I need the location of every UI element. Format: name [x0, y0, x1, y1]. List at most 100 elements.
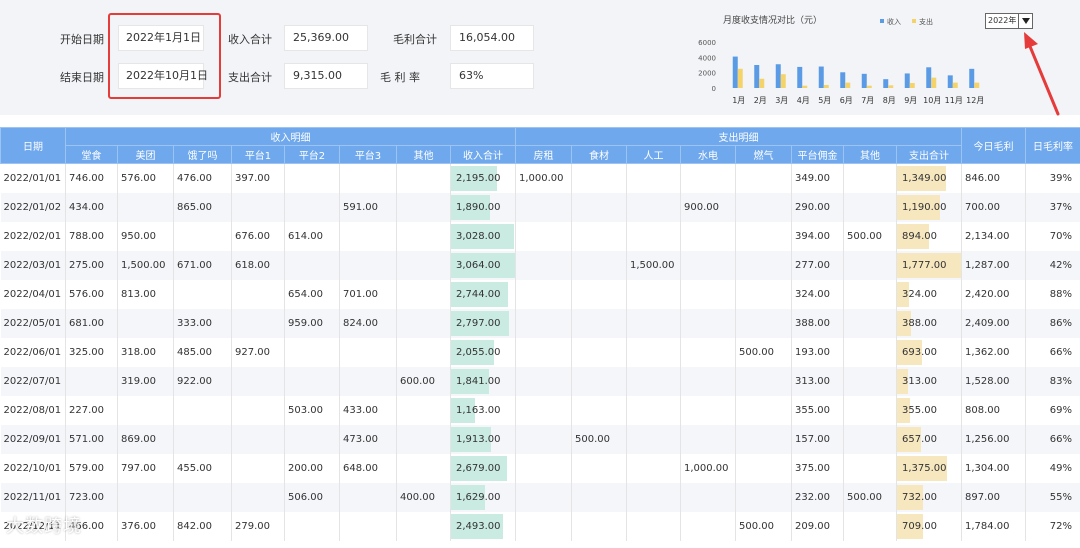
cell-today-rate: 72%	[1025, 511, 1080, 541]
cell-expense-3: 900.00	[680, 192, 736, 222]
cell-income-2: 671.00	[173, 250, 232, 280]
cell-income-2	[173, 395, 232, 425]
table-row[interactable]: 2022/05/01 681.00 333.00 959.00 824.00 2,797.…	[0, 308, 1080, 338]
col-header-today-profit[interactable]: 今日毛利	[961, 127, 1026, 164]
table-row[interactable]: 2022/09/01 571.00 869.00 473.00 1,913.00 500.…	[0, 424, 1080, 454]
cell-expense-1: 500.00	[571, 424, 627, 454]
cell-income-5	[339, 163, 397, 193]
table-row[interactable]: 2022/02/01 788.00 950.00 676.00 614.00 3,028.…	[0, 221, 1080, 251]
col-header-income-5[interactable]: 平台3	[339, 145, 397, 164]
income-total-text: 1,841.00	[456, 375, 501, 387]
expense-total-text: 1,375.00	[902, 462, 947, 474]
col-header-income-0[interactable]: 堂食	[65, 145, 118, 164]
cell-expense-5: 209.00	[791, 511, 844, 541]
cell-income-3: 279.00	[231, 511, 285, 541]
bar-支出-8月	[888, 85, 894, 88]
expense-total-bar	[897, 397, 910, 423]
cell-expense-5: 290.00	[791, 192, 844, 222]
cell-expense-0	[515, 221, 572, 251]
cell-income-2: 476.00	[173, 163, 232, 193]
col-header-expense-1[interactable]: 食材	[571, 145, 627, 164]
table-row[interactable]: 2022/11/01 723.00 506.00 400.00 1,629.00 232.…	[0, 482, 1080, 512]
cell-expense-total: 894.00	[896, 221, 962, 251]
cell-income-3	[231, 424, 285, 454]
col-header-expense-3[interactable]: 水电	[680, 145, 736, 164]
col-header-expense-7[interactable]: 支出合计	[896, 145, 962, 164]
expense-total-value: 9,315.00	[284, 63, 368, 89]
table-row[interactable]: 2022/07/01 319.00 922.00 600.00 1,841.00 313.…	[0, 366, 1080, 396]
table-row[interactable]: 2022/01/01 746.00 576.00 476.00 397.00 2,195.…	[0, 163, 1080, 193]
table-row[interactable]: 2022/12/11 466.00 376.00 842.00 279.00 2,493.…	[0, 511, 1080, 541]
cell-expense-3	[680, 337, 736, 367]
cell-expense-total: 313.00	[896, 366, 962, 396]
cell-expense-0	[515, 337, 572, 367]
cell-date: 2022/04/01	[0, 279, 66, 309]
cell-income-5: 433.00	[339, 395, 397, 425]
cell-income-5: 648.00	[339, 453, 397, 483]
cell-income-6	[396, 424, 451, 454]
cell-today-profit: 808.00	[961, 395, 1026, 425]
table-row[interactable]: 2022/10/01 579.00 797.00 455.00 200.00 648.00…	[0, 453, 1080, 483]
cell-income-0: 723.00	[65, 482, 118, 512]
cell-income-6	[396, 337, 451, 367]
table-row[interactable]: 2022/04/01 576.00 813.00 654.00 701.00 2,744.…	[0, 279, 1080, 309]
col-header-income-3[interactable]: 平台1	[231, 145, 285, 164]
cell-expense-2: 1,500.00	[626, 250, 681, 280]
expense-total-bar	[897, 223, 930, 249]
cell-expense-2	[626, 308, 681, 338]
cell-income-6	[396, 192, 451, 222]
date-highlight-box	[108, 13, 221, 99]
cell-income-5	[339, 482, 397, 512]
cell-today-rate: 55%	[1025, 482, 1080, 512]
table-row[interactable]: 2022/01/02 434.00 865.00 591.00 1,890.00 900.…	[0, 192, 1080, 222]
col-header-expense-6[interactable]: 其他	[843, 145, 897, 164]
col-header-date[interactable]: 日期	[0, 127, 66, 164]
expense-total-text: 388.00	[902, 317, 937, 329]
cell-expense-total: 693.00	[896, 337, 962, 367]
table-row[interactable]: 2022/03/01 275.00 1,500.00 671.00 618.00 3,06…	[0, 250, 1080, 280]
cell-expense-6: 500.00	[843, 482, 897, 512]
cell-expense-0	[515, 279, 572, 309]
bar-支出-4月	[802, 85, 808, 88]
col-header-expense-4[interactable]: 燃气	[735, 145, 792, 164]
cell-income-5: 591.00	[339, 192, 397, 222]
col-header-expense-2[interactable]: 人工	[626, 145, 681, 164]
cell-expense-5: 193.00	[791, 337, 844, 367]
col-header-income-4[interactable]: 平台2	[284, 145, 340, 164]
profit-total-value: 16,054.00	[450, 25, 534, 51]
col-header-income-2[interactable]: 饿了吗	[173, 145, 232, 164]
cell-income-6: 600.00	[396, 366, 451, 396]
cell-income-6	[396, 511, 451, 541]
cell-today-rate: 66%	[1025, 337, 1080, 367]
x-tick-label: 5月	[818, 96, 831, 105]
cell-expense-total: 1,777.00	[896, 250, 962, 280]
cell-income-6	[396, 308, 451, 338]
cell-income-total: 3,028.00	[450, 221, 516, 251]
end-date-field[interactable]: 2022年10月1日	[118, 63, 208, 89]
start-date-field[interactable]: 2022年1月1日	[118, 25, 204, 51]
col-header-income-1[interactable]: 美团	[117, 145, 174, 164]
col-header-income-7[interactable]: 收入合计	[450, 145, 516, 164]
col-header-today-rate[interactable]: 日毛利率	[1025, 127, 1080, 164]
col-header-expense-5[interactable]: 平台佣金	[791, 145, 844, 164]
cell-income-2: 455.00	[173, 453, 232, 483]
cell-date: 2022/06/01	[0, 337, 66, 367]
cell-expense-5: 375.00	[791, 453, 844, 483]
chevron-down-icon[interactable]	[1018, 14, 1032, 28]
cell-expense-5: 277.00	[791, 250, 844, 280]
col-header-income-6[interactable]: 其他	[396, 145, 451, 164]
col-header-expense-0[interactable]: 房租	[515, 145, 572, 164]
table-row[interactable]: 2022/08/01 227.00 503.00 433.00 1,163.00 355.…	[0, 395, 1080, 425]
cell-income-1: 797.00	[117, 453, 174, 483]
income-total-bar	[451, 310, 510, 336]
income-total-bar	[451, 166, 497, 191]
cell-income-total: 1,841.00	[450, 366, 516, 396]
bar-支出-5月	[823, 84, 829, 88]
expense-total-bar	[897, 339, 922, 365]
income-total-text: 2,055.00	[456, 346, 501, 358]
year-select[interactable]: 2022年	[985, 13, 1033, 29]
cell-expense-0: 1,000.00	[515, 163, 572, 193]
x-tick-label: 11月	[945, 96, 963, 105]
bar-收入-11月	[947, 75, 953, 88]
table-row[interactable]: 2022/06/01 325.00 318.00 485.00 927.00 2,055.…	[0, 337, 1080, 367]
